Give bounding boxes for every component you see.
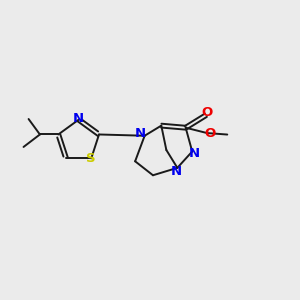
Text: O: O xyxy=(201,106,213,119)
Text: S: S xyxy=(86,152,96,166)
Text: N: N xyxy=(189,147,200,161)
Text: O: O xyxy=(204,127,216,140)
Text: N: N xyxy=(171,165,182,178)
Text: N: N xyxy=(135,127,146,140)
Text: N: N xyxy=(73,112,84,125)
